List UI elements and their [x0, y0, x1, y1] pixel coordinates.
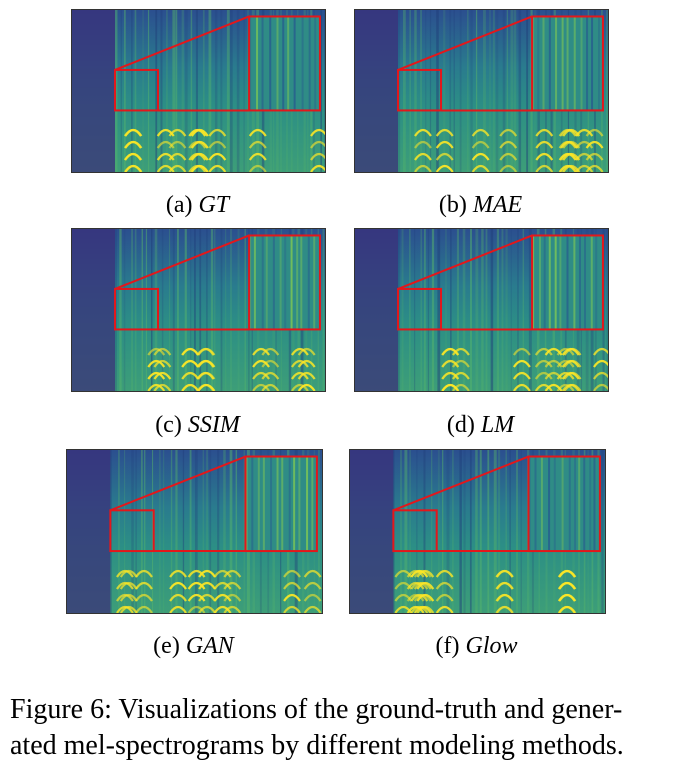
figure-caption: Figure 6: Visualizations of the ground-t… [10, 692, 670, 764]
method-name: MAE [472, 192, 523, 218]
subfigure-caption: (e) GAN [66, 633, 321, 660]
spectrogram-graphic [67, 450, 322, 613]
method-name: Glow [465, 633, 518, 659]
subfigure-letter: (d) [446, 412, 475, 438]
subfigure-caption: (d) LM [354, 412, 607, 439]
spectrogram-image [354, 9, 609, 173]
subfigure-letter: (b) [438, 192, 467, 218]
subfigure-letter: (a) [165, 192, 193, 218]
method-name: GT [198, 192, 230, 218]
method-name: LM [480, 412, 515, 438]
subfigure-caption: (b) MAE [354, 192, 607, 219]
subfigure-letter: (c) [155, 412, 182, 438]
figure-caption-line: ated mel-spectrograms by different model… [10, 730, 624, 761]
spectrogram-graphic [72, 229, 325, 391]
spectrogram-graphic [350, 450, 604, 613]
spectrogram-image [71, 228, 326, 392]
subfigure-caption: (c) SSIM [71, 412, 324, 439]
subfigure-caption: (f) Glow [349, 633, 604, 660]
figure-caption-line: Figure 6: Visualizations of the ground-t… [10, 694, 623, 725]
spectrogram-image [349, 449, 606, 614]
spectrogram-graphic [355, 10, 608, 172]
spectrogram-image [71, 9, 326, 173]
spectrogram-graphic [72, 10, 325, 172]
method-name: GAN [185, 633, 234, 659]
subfigure-caption: (a) GT [71, 192, 324, 219]
spectrogram-graphic [355, 229, 608, 391]
subfigure-letter: (f) [435, 633, 460, 659]
subfigure-letter: (e) [153, 633, 180, 659]
method-name: SSIM [187, 412, 240, 438]
spectrogram-image [66, 449, 323, 614]
spectrogram-image [354, 228, 609, 392]
